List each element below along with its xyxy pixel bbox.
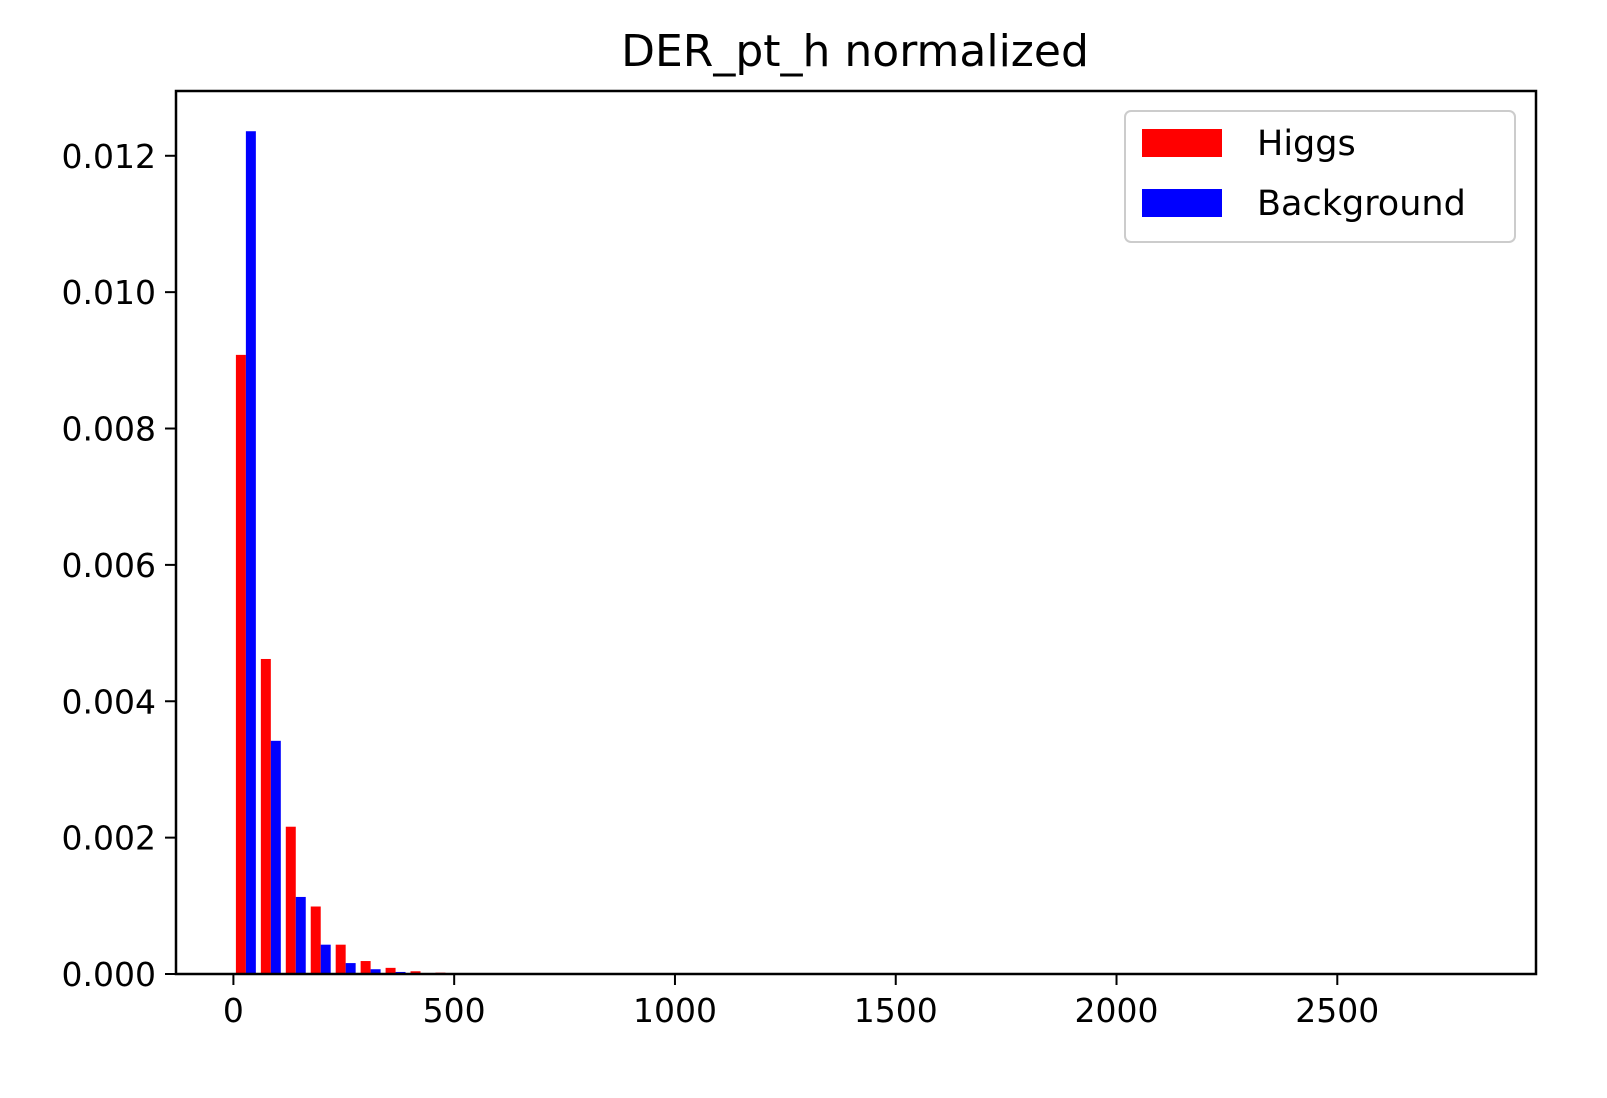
x-tick-label: 500 [423, 991, 486, 1030]
y-tick-label: 0.010 [62, 273, 156, 312]
bar-higgs-6 [385, 967, 396, 974]
x-tick-label: 2500 [1295, 991, 1379, 1030]
x-tick-label: 1000 [633, 991, 717, 1030]
y-tick-label: 0.012 [62, 137, 156, 176]
y-tick-label: 0.006 [62, 546, 156, 585]
bar-higgs-3 [310, 906, 321, 974]
bar-higgs-5 [360, 961, 371, 974]
plot-frame [174, 89, 1538, 976]
bars-layer [235, 131, 481, 975]
bar-background-4 [345, 963, 356, 974]
bar-background-2 [295, 896, 306, 974]
x-tick-label: 1500 [854, 991, 938, 1030]
y-tick-label: 0.000 [62, 955, 156, 994]
y-tick-label: 0.008 [62, 410, 156, 449]
legend-label-background: Background [1257, 184, 1466, 224]
bar-background-0 [245, 131, 256, 975]
legend: Higgs Background [1124, 110, 1516, 243]
x-tick-label: 0 [223, 991, 244, 1030]
bar-higgs-2 [285, 826, 296, 974]
chart-title: DER_pt_h normalized [621, 26, 1089, 77]
legend-box [1124, 110, 1516, 243]
bar-higgs-0 [235, 354, 246, 974]
axes-layer: 0 500 1000 1500 2000 2500 0.000 0.002 0.004 0.006… [62, 89, 1538, 1030]
legend-swatch-higgs [1142, 129, 1222, 157]
legend-label-higgs: Higgs [1257, 124, 1356, 164]
bar-higgs-7 [410, 971, 421, 974]
y-tick-label: 0.004 [62, 682, 156, 721]
legend-swatch-background [1142, 189, 1222, 217]
bar-background-1 [270, 740, 281, 974]
y-tick-label: 0.002 [62, 819, 156, 858]
bar-higgs-4 [335, 944, 346, 974]
bar-background-5 [370, 969, 381, 974]
bar-background-3 [320, 944, 331, 974]
bar-higgs-1 [260, 658, 271, 974]
x-tick-label: 2000 [1075, 991, 1159, 1030]
